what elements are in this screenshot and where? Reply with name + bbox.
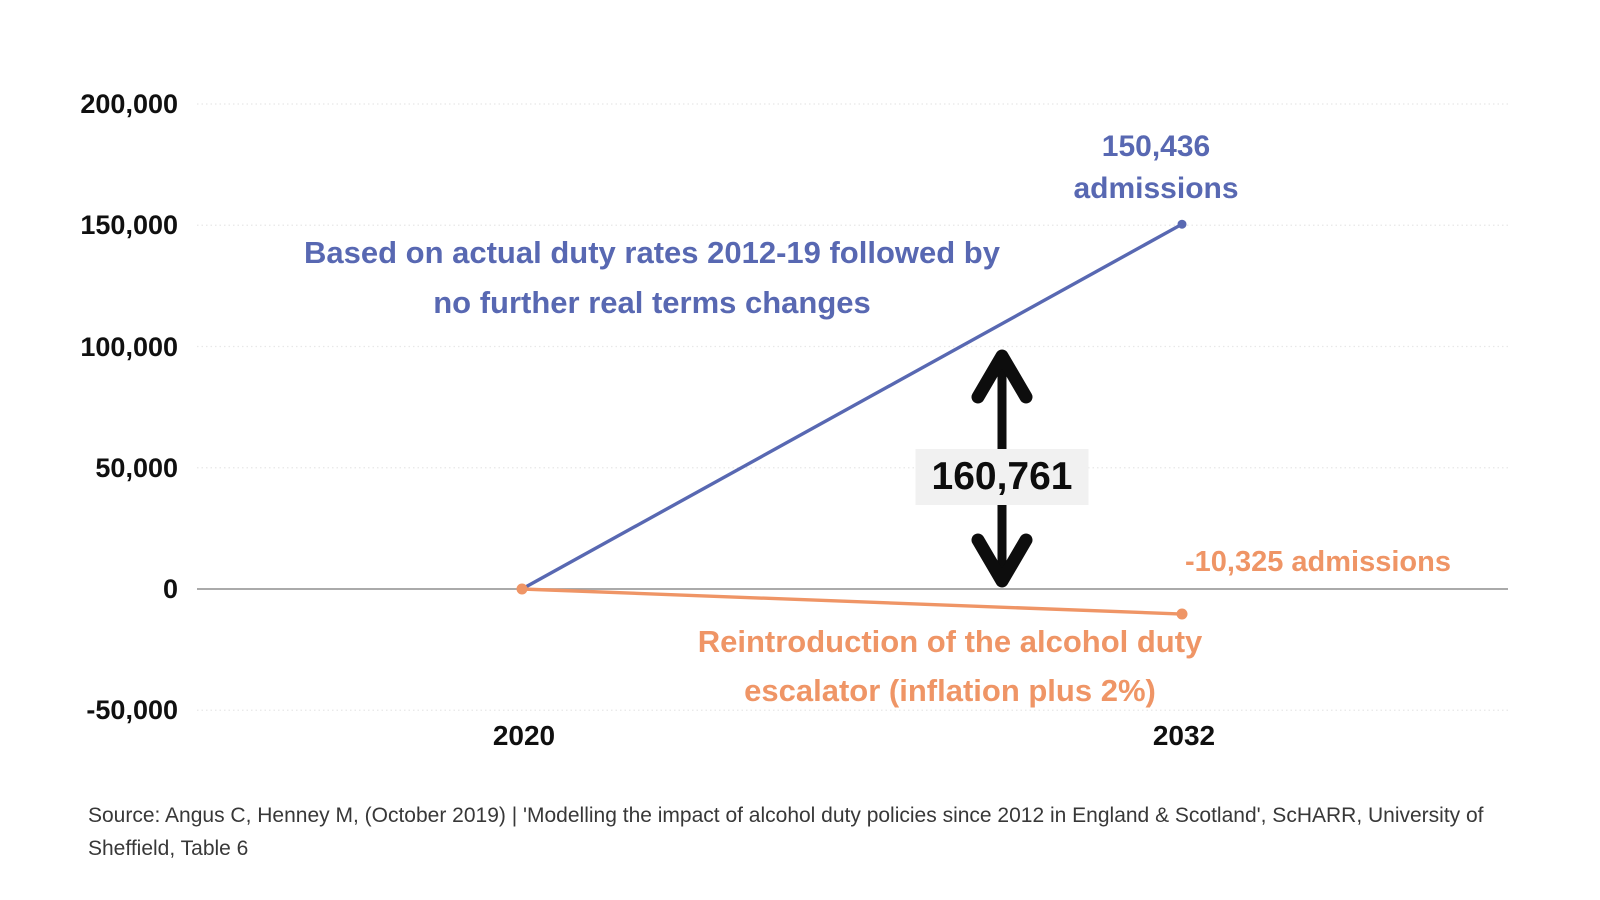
y-axis-tick-label: 0 <box>162 574 178 604</box>
blue-series-caption: Based on actual duty rates 2012-19 follo… <box>202 228 1102 328</box>
x-axis-tick-label: 2020 <box>492 720 556 751</box>
series-start-dot <box>516 583 528 595</box>
series-endpoint-dot-blue <box>1177 219 1187 229</box>
gap-arrow-head-down-icon <box>971 533 1033 588</box>
y-axis-tick-label: 200,000 <box>80 89 178 119</box>
gap-value-label: 160,761 <box>915 449 1089 505</box>
y-axis-tick-label: 50,000 <box>95 452 178 483</box>
y-axis-tick-label: 150,000 <box>80 210 178 241</box>
blue-series-caption-line2: no further real terms changes <box>433 285 871 320</box>
orange-series-caption-line1: Reintroduction of the alcohol duty <box>697 624 1203 659</box>
orange-endpoint-value-label: -10,325 admissions <box>1185 546 1451 578</box>
source-citation-line2: Sheffield, Table 6 <box>88 837 249 860</box>
blue-endpoint-value: 150,436 <box>1101 130 1211 163</box>
orange-series-caption-line2: escalator (inflation plus 2%) <box>744 673 1156 708</box>
orange-series-caption: Reintroduction of the alcohol duty escal… <box>500 617 1400 715</box>
blue-endpoint-value-label: 150,436 admissions <box>1026 126 1286 210</box>
gap-arrow-head-up-icon <box>971 349 1033 404</box>
source-citation-line1: Source: Angus C, Henney M, (October 2019… <box>88 804 1484 827</box>
blue-series-caption-line1: Based on actual duty rates 2012-19 follo… <box>303 235 1000 270</box>
series-endpoint-dot-orange <box>1176 608 1188 620</box>
source-citation: Source: Angus C, Henney M, (October 2019… <box>88 799 1508 865</box>
series-line-orange <box>521 587 1183 616</box>
x-axis-tick-label: 2032 <box>1152 720 1216 751</box>
blue-endpoint-unit: admissions <box>1073 172 1239 205</box>
y-axis-tick-label: -50,000 <box>86 695 178 726</box>
y-axis-tick-label: 100,000 <box>80 331 178 362</box>
series-line-blue <box>521 222 1183 591</box>
